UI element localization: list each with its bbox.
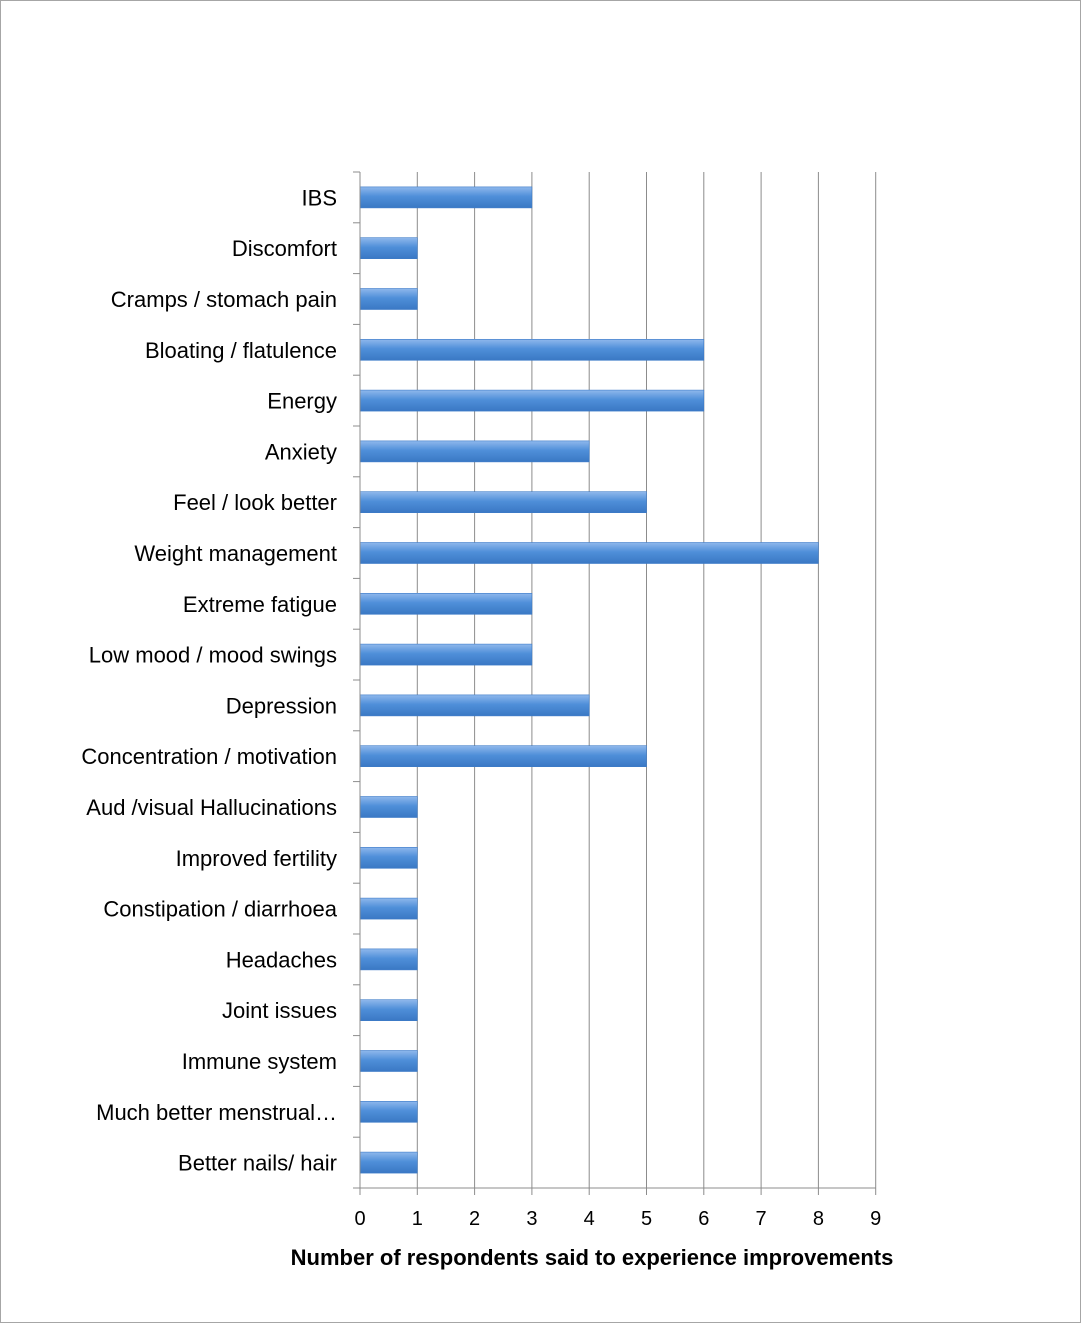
x-tick-label: 0: [354, 1208, 365, 1230]
category-label: Anxiety: [265, 439, 337, 464]
bar: [359, 745, 647, 768]
category-label: Discomfort: [232, 236, 337, 261]
x-tick-label: 2: [469, 1208, 480, 1230]
x-tick-label: 4: [584, 1208, 595, 1230]
bar: [359, 948, 418, 971]
bar: [359, 999, 418, 1022]
bar: [359, 694, 590, 717]
category-label: Depression: [226, 693, 337, 718]
category-label: Constipation / diarrhoea: [103, 897, 337, 922]
category-label: Cramps / stomach pain: [111, 287, 337, 312]
bar: [359, 338, 705, 361]
category-label: Joint issues: [222, 998, 337, 1023]
bar: [359, 491, 647, 514]
bar: [359, 592, 533, 615]
tick-labels: 0 1 2 3 4 5 6 7 8 9: [354, 1208, 881, 1230]
bar: [359, 440, 590, 463]
bar: [359, 237, 418, 259]
bar: [359, 288, 418, 310]
category-label: Much better menstrual…: [96, 1100, 337, 1125]
bar: [359, 796, 418, 818]
category-label: Feel / look better: [173, 490, 337, 515]
category-label: Better nails/ hair: [178, 1151, 337, 1176]
category-label: Concentration / motivation: [81, 744, 337, 769]
x-tick-label: 9: [870, 1208, 881, 1230]
x-tick-label: 6: [698, 1208, 709, 1230]
x-tick-label: 8: [813, 1208, 824, 1230]
x-tick-label: 5: [641, 1208, 652, 1230]
category-label: IBS: [302, 185, 337, 210]
bar: [359, 643, 533, 666]
bar: [359, 1101, 418, 1123]
category-label: Headaches: [226, 947, 337, 972]
category-label: Extreme fatigue: [183, 592, 337, 617]
x-tick-label: 3: [526, 1208, 537, 1230]
bar: [359, 1050, 418, 1072]
category-label: Low mood / mood swings: [89, 643, 337, 668]
x-tick-label: 7: [756, 1208, 767, 1230]
bar: [359, 846, 418, 869]
bar: [359, 389, 705, 412]
axes: [353, 171, 877, 1195]
bar: [359, 897, 418, 920]
category-labels: IBS Discomfort Cramps / stomach pain Bloati…: [81, 185, 337, 1175]
category-label: Improved fertility: [176, 846, 337, 871]
bar: [359, 1151, 418, 1174]
bar: [359, 542, 819, 564]
category-label: Weight management: [134, 541, 337, 566]
category-label: Immune system: [182, 1049, 337, 1074]
category-label: Bloating / flatulence: [145, 338, 337, 363]
gridlines: [416, 172, 877, 1188]
x-tick-label: 1: [412, 1208, 423, 1230]
bar: [359, 186, 533, 209]
category-label: Aud /visual Hallucinations: [86, 795, 337, 820]
category-label: Energy: [267, 389, 337, 414]
x-axis-title: Number of respondents said to experience…: [291, 1245, 894, 1270]
